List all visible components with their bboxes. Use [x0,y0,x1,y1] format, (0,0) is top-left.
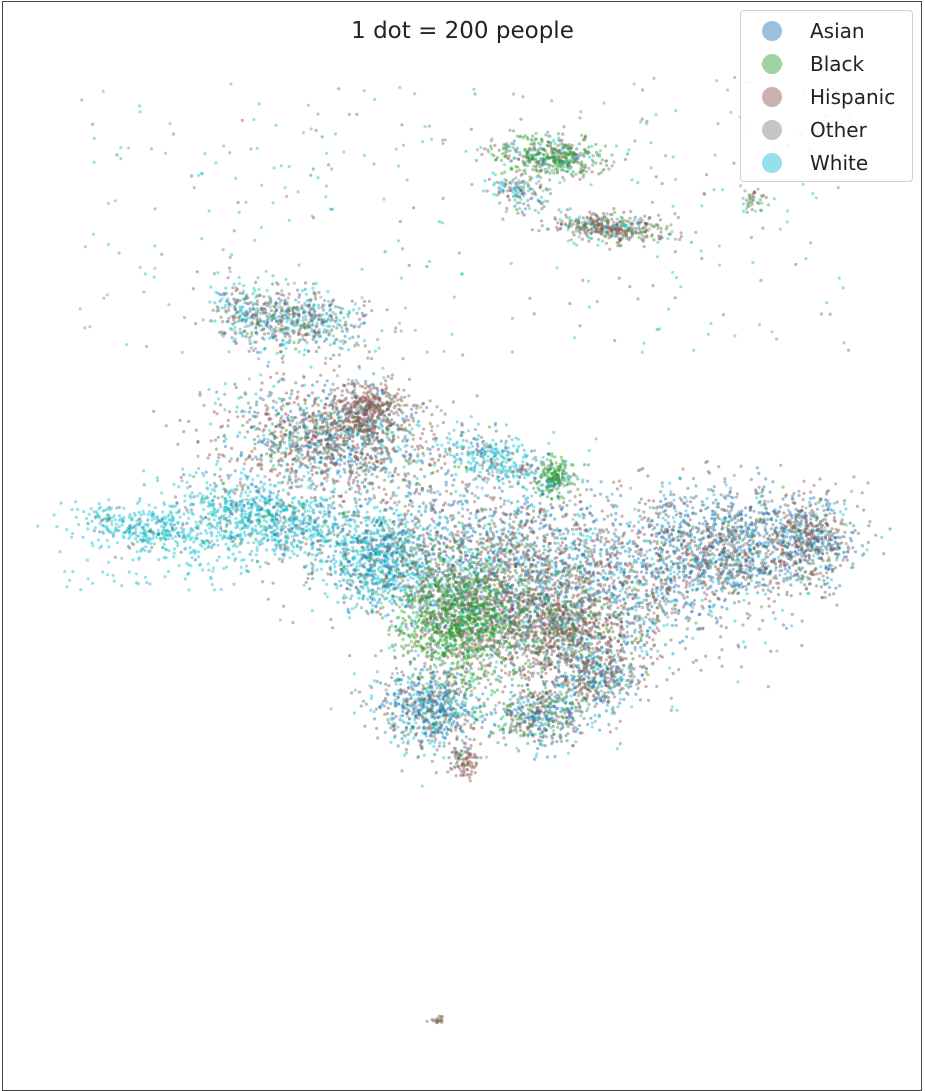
legend-marker-white [762,153,782,173]
legend-item-other: Other [741,115,914,145]
legend: Asian Black Hispanic Other White [740,10,913,182]
legend-marker-hispanic [762,87,782,107]
legend-label: Asian [810,19,865,43]
legend-item-hispanic: Hispanic [741,82,914,112]
legend-label: Other [810,118,867,142]
legend-label: Black [810,52,865,76]
dots-hispanic [91,88,878,1025]
legend-item-black: Black [741,49,914,79]
legend-label: White [810,151,869,175]
chart-title: 1 dot = 200 people [351,18,574,44]
legend-marker-black [762,54,782,74]
legend-label: Hispanic [810,85,896,109]
legend-item-asian: Asian [741,16,914,46]
dots-white [36,79,884,1020]
legend-item-white: White [741,148,914,178]
legend-marker-other [762,120,782,140]
legend-marker-asian [762,21,782,41]
dots-black [126,92,832,1022]
dots-asian [92,87,892,1022]
dots-other [80,75,859,756]
